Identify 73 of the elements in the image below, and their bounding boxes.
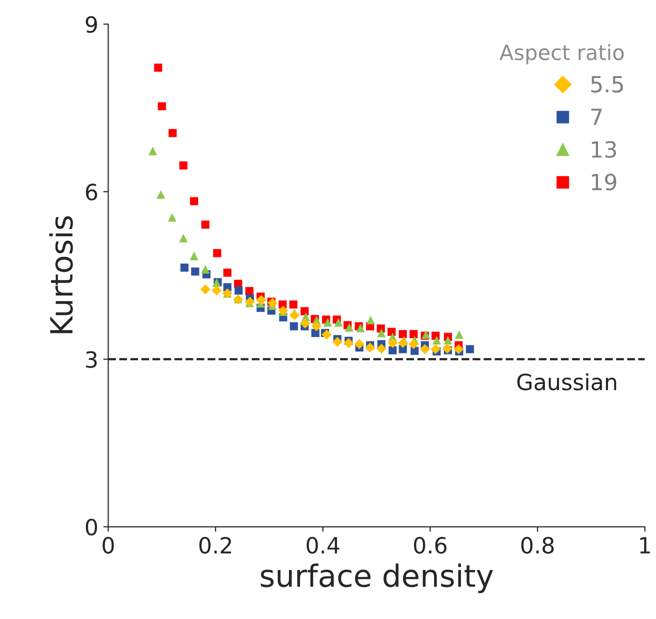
point xyxy=(148,146,158,156)
point xyxy=(332,336,342,347)
x-tick-label: 0.2 xyxy=(199,536,232,554)
y-tick-label: 3 xyxy=(86,351,97,368)
point xyxy=(289,310,300,320)
point xyxy=(410,330,418,338)
legend-label: 19 xyxy=(592,174,616,190)
point xyxy=(354,339,364,350)
point xyxy=(158,102,166,110)
point xyxy=(442,344,452,354)
point xyxy=(168,128,177,138)
x-tick-label: 0 xyxy=(102,536,114,554)
legend-title: Aspect ratio xyxy=(500,44,624,64)
legend-label: 5.5 xyxy=(591,76,623,93)
point xyxy=(180,264,188,272)
x-axis-title: surface density xyxy=(260,564,493,594)
y-tick-label: 6 xyxy=(86,184,98,200)
point xyxy=(408,339,419,350)
point xyxy=(156,190,166,199)
point xyxy=(365,342,376,353)
point xyxy=(300,318,310,328)
point xyxy=(201,265,210,274)
point xyxy=(190,197,198,206)
x-tick-label: 0.4 xyxy=(306,536,340,554)
point xyxy=(432,336,441,345)
point xyxy=(376,344,386,354)
y-tick-label: 9 xyxy=(86,16,97,33)
point xyxy=(366,316,375,324)
y-tick-label: 0 xyxy=(86,518,98,536)
point xyxy=(344,323,354,332)
point xyxy=(223,268,232,277)
x-tick-label: 1 xyxy=(640,537,650,554)
point xyxy=(200,284,210,294)
legend-label: 7 xyxy=(591,108,602,125)
point xyxy=(388,328,396,336)
point xyxy=(454,330,464,339)
point xyxy=(466,345,474,354)
point xyxy=(454,344,464,354)
point xyxy=(190,252,198,260)
point xyxy=(322,330,332,340)
point xyxy=(398,338,408,348)
point xyxy=(410,346,419,355)
point xyxy=(344,338,354,348)
point xyxy=(430,344,441,354)
point xyxy=(334,318,343,327)
y-axis-title: Kurtosis xyxy=(49,216,73,334)
point xyxy=(213,249,222,258)
point xyxy=(300,307,309,316)
legend-label: 13 xyxy=(592,141,616,158)
x-tick-label: 0.8 xyxy=(521,536,554,554)
point xyxy=(289,300,298,309)
point xyxy=(179,234,188,242)
point xyxy=(388,338,398,348)
point xyxy=(420,344,430,354)
point xyxy=(256,295,266,306)
point xyxy=(154,64,162,72)
point xyxy=(168,213,176,222)
point xyxy=(191,267,200,276)
point xyxy=(444,336,452,345)
ref-line-label: Gaussian xyxy=(517,373,616,390)
point xyxy=(234,286,243,295)
point xyxy=(245,287,254,296)
point xyxy=(311,328,320,338)
x-tick-label: 0.6 xyxy=(414,536,446,554)
point xyxy=(179,161,188,170)
point xyxy=(398,330,407,338)
point xyxy=(388,346,397,354)
point xyxy=(201,220,210,229)
point xyxy=(323,318,332,327)
point xyxy=(311,321,322,332)
point xyxy=(377,328,386,338)
point xyxy=(290,322,298,330)
point xyxy=(212,286,222,296)
